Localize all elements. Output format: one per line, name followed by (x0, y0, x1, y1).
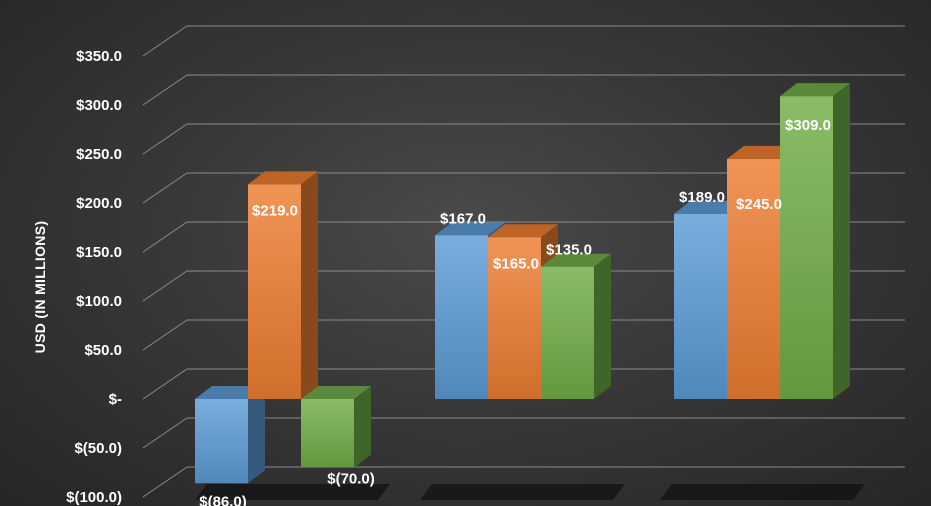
bar (780, 83, 850, 400)
data-label: $167.0 (440, 210, 486, 227)
bar-front (195, 399, 248, 484)
data-label: $309.0 (785, 117, 831, 134)
bar-front (435, 235, 488, 399)
bar-top (248, 171, 318, 185)
data-label: $(70.0) (327, 471, 375, 488)
data-label: $219.0 (252, 202, 298, 219)
bar-side (833, 83, 850, 400)
y-tick-label: $350.0 (76, 48, 122, 65)
bar-front (727, 158, 780, 399)
gridlines (142, 25, 905, 498)
data-label: $165.0 (493, 255, 539, 272)
bar-top (727, 145, 797, 159)
bar-front (780, 96, 833, 400)
bar-top (541, 253, 611, 267)
bar-side (248, 386, 265, 484)
bar-top (195, 386, 265, 399)
y-tick-label: $(50.0) (74, 440, 122, 457)
y-axis-label: USD (IN MILLIONS) (32, 221, 48, 354)
bar-side (301, 171, 318, 399)
bar-side (594, 253, 611, 399)
bar-top (435, 222, 505, 236)
bar-top (780, 83, 850, 97)
data-labels: $(86.0) $219.0 $(70.0) $167.0 $165.0 $135.0 $1… (199, 117, 831, 506)
y-tick-label: $300.0 (76, 97, 122, 114)
bar-side (354, 386, 371, 468)
data-label: $189.0 (679, 189, 725, 206)
gridline (142, 123, 905, 155)
floor-shadow (420, 484, 625, 500)
bar-front (301, 399, 354, 468)
bar (195, 386, 265, 484)
bar-top (488, 224, 558, 238)
gridline (142, 466, 905, 498)
bar (541, 253, 611, 399)
y-tick-label: $100.0 (76, 293, 122, 310)
gridline (142, 74, 905, 106)
data-label: $245.0 (736, 196, 782, 213)
category-floor (195, 484, 865, 500)
gridline (142, 319, 905, 351)
bar-top (674, 200, 744, 214)
bar-front (488, 237, 541, 399)
y-tick-label: $- (109, 391, 122, 408)
data-label: $(86.0) (199, 493, 247, 506)
gridline (142, 221, 905, 253)
gridline (142, 368, 905, 400)
floor-shadow (660, 484, 865, 500)
gridline (142, 417, 905, 449)
y-tick-label: $150.0 (76, 244, 122, 261)
y-tick-label: $250.0 (76, 146, 122, 163)
bar-front (541, 266, 594, 399)
bar (248, 171, 318, 399)
bar (301, 386, 371, 468)
y-tick-label: $200.0 (76, 195, 122, 212)
data-label: $135.0 (546, 242, 592, 259)
gridline (142, 172, 905, 204)
y-axis-ticks: $350.0 $300.0 $250.0 $200.0 $150.0 $100.0 $50.… (66, 48, 122, 506)
bar-front (674, 213, 727, 399)
bar-top (301, 386, 371, 399)
y-tick-label: $(100.0) (66, 489, 122, 506)
bar-front (248, 184, 301, 399)
y-tick-label: $50.0 (84, 342, 122, 359)
gridline (142, 270, 905, 302)
floor-shadow (195, 484, 390, 500)
gridline (142, 25, 905, 57)
bars (195, 83, 850, 484)
